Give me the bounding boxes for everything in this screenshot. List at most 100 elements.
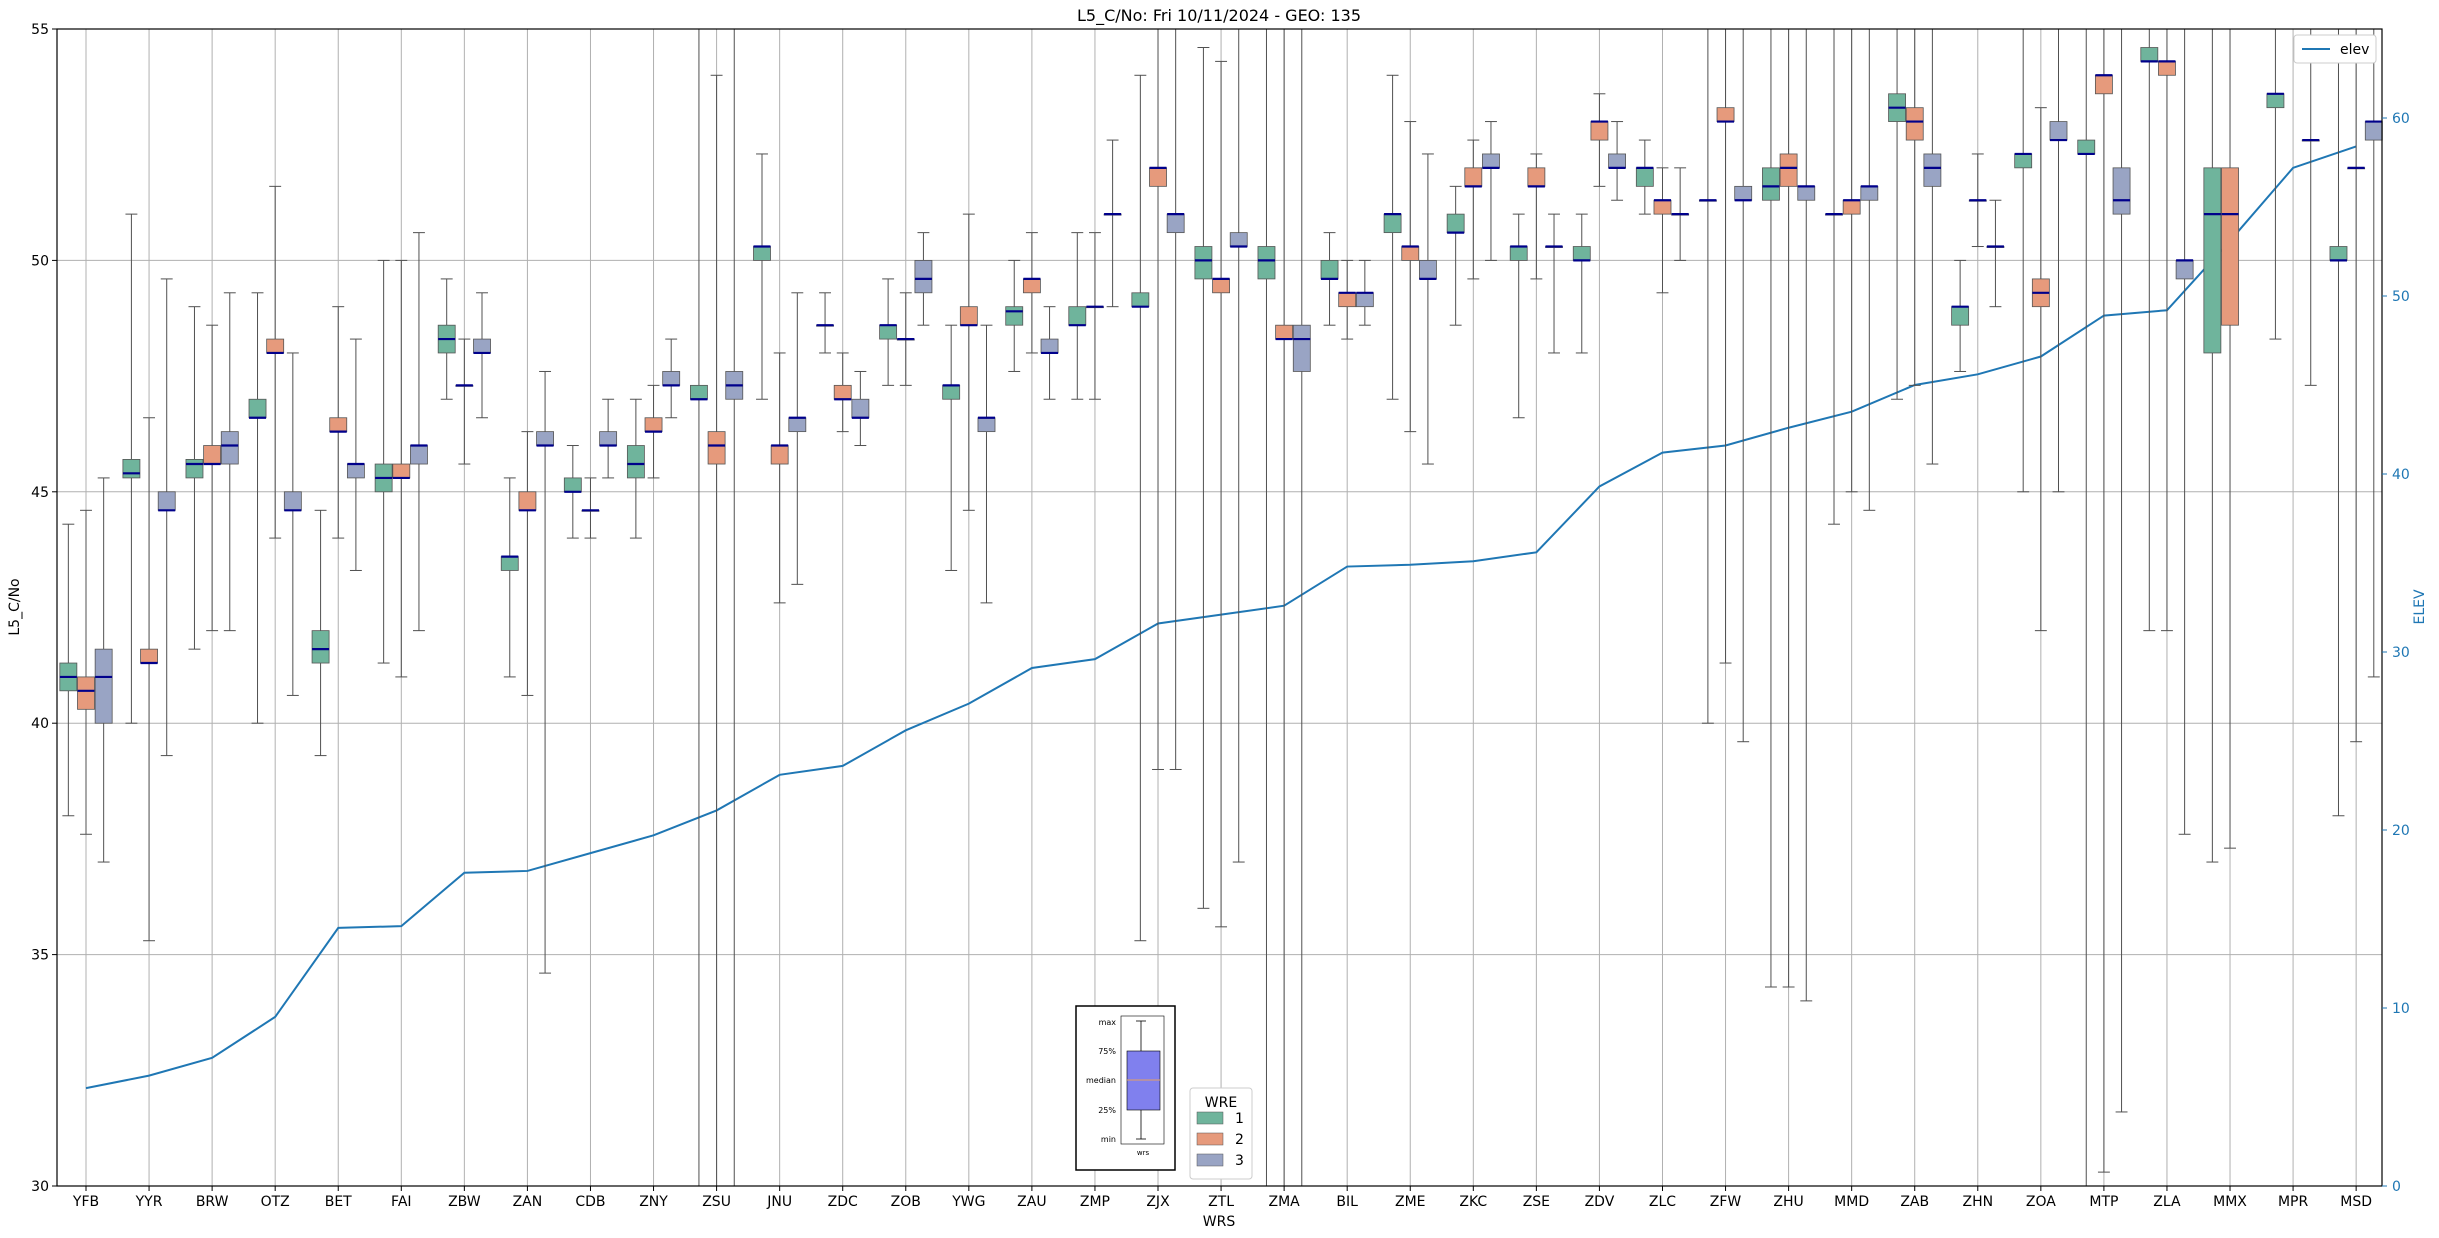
elev-legend-box — [2293, 34, 2377, 64]
box-iqr — [942, 384, 961, 400]
key-label-q1: 25% — [1098, 1106, 1116, 1115]
box-iqr — [1275, 324, 1294, 340]
x-tick-label: ZDV — [1585, 1194, 1615, 1210]
y-tick-label: 55 — [31, 22, 49, 38]
box-zma-wre2 — [1275, 28, 1294, 1187]
box-zmp-wre1 — [1068, 232, 1087, 400]
box-iqr — [536, 431, 554, 446]
box-iqr — [851, 398, 870, 419]
key-label-q3: 75% — [1098, 1047, 1116, 1056]
box-iqr — [1653, 199, 1672, 215]
box-zla-wre3 — [2175, 28, 2194, 835]
y-tick-label: 30 — [31, 1179, 49, 1195]
box-iqr — [977, 417, 996, 433]
wre-legend: WRE 1 2 3 — [1189, 1087, 1253, 1180]
box-zny-wre3 — [662, 338, 681, 419]
box-iqr — [1923, 153, 1942, 187]
box-iqr — [185, 459, 204, 479]
box-yfb-wre1 — [59, 523, 78, 817]
x-tick-label: ZHN — [1962, 1194, 1993, 1210]
box-zoa-wre2 — [2031, 107, 2050, 632]
box-zkc-wre3 — [1482, 121, 1500, 261]
box-iqr — [2077, 139, 2096, 155]
x-tick-label: BET — [325, 1194, 352, 1210]
box-zdv-wre2 — [1590, 93, 1609, 187]
box-ztl-wre2 — [1212, 60, 1230, 928]
box-iqr — [203, 445, 222, 465]
box-iqr — [2203, 167, 2222, 354]
x-tick-label: MTP — [2089, 1194, 2118, 1210]
box-iqr — [599, 431, 618, 446]
box-cdb-wre2 — [581, 477, 600, 539]
y2-axis-label: ELEV — [2412, 589, 2428, 624]
box-msd-wre2 — [2347, 28, 2366, 743]
box-ztl-wre1 — [1194, 47, 1213, 909]
box-iqr — [2112, 167, 2131, 215]
box-iqr — [1383, 213, 1402, 234]
box-iqr — [1229, 232, 1248, 247]
box-iqr — [1257, 246, 1276, 280]
box-mtp-wre3 — [2112, 28, 2131, 1113]
box-zse-wre1 — [1509, 213, 1528, 419]
box-zbw-wre3 — [473, 292, 491, 419]
box-zdc-wre3 — [851, 370, 870, 447]
box-zhu-wre2 — [1779, 28, 1798, 988]
x-tick-label: MMX — [2213, 1194, 2247, 1210]
box-zhn-wre3 — [1986, 199, 2005, 308]
box-iqr — [914, 259, 933, 294]
box-iqr — [248, 398, 267, 419]
box-brw-wre2 — [203, 324, 222, 632]
x-tick-label: ZHU — [1773, 1194, 1803, 1210]
x-tick-label: YFB — [72, 1194, 99, 1210]
box-zan-wre1 — [500, 477, 519, 678]
box-zbw-wre2 — [455, 338, 474, 465]
box-bet-wre3 — [346, 338, 365, 571]
box-iqr — [1166, 213, 1185, 234]
box-iqr — [833, 384, 852, 400]
box-brw-wre1 — [185, 306, 204, 650]
box-iqr — [2014, 153, 2033, 169]
x-tick-label: BRW — [196, 1194, 229, 1210]
x-tick-label: ZLA — [2153, 1194, 2181, 1210]
box-iqr — [1194, 246, 1213, 280]
x-tick-label: MSD — [2340, 1194, 2372, 1210]
x-tick-label: ZAU — [1017, 1194, 1046, 1210]
x-tick-label: YYR — [135, 1194, 163, 1210]
box-zlc-wre3 — [1671, 167, 1690, 261]
box-otz-wre3 — [283, 352, 302, 696]
box-fai-wre2 — [392, 259, 411, 678]
y-axis-label: L5_C/No — [7, 578, 23, 635]
box-mmd-wre3 — [1860, 28, 1879, 511]
box-mmd-wre2 — [1842, 28, 1861, 493]
wre-legend-swatch-3 — [1196, 1153, 1224, 1167]
key-xlabel: wrs — [1137, 1149, 1150, 1157]
gridlines — [57, 28, 2382, 1187]
box-mtp-wre1 — [2077, 28, 2096, 1187]
box-fai-wre1 — [374, 259, 393, 664]
box-ywg-wre1 — [942, 324, 961, 571]
y-tick-label: 50 — [31, 253, 49, 269]
box-bil-wre3 — [1355, 259, 1374, 326]
box-fai-wre3 — [410, 232, 428, 632]
box-bil-wre1 — [1320, 232, 1339, 326]
box-zlc-wre2 — [1653, 167, 1672, 294]
box-zmp-wre3 — [1103, 139, 1122, 308]
box-iqr — [346, 463, 365, 479]
wre-legend-items: 1 2 3 — [1196, 1111, 1244, 1169]
box-iqr — [1320, 259, 1339, 280]
box-zla-wre1 — [2140, 28, 2159, 632]
x-tick-label: ZSE — [1523, 1194, 1550, 1210]
wre-legend-swatch-2 — [1196, 1132, 1224, 1146]
x-tick-label: ZOA — [2026, 1194, 2056, 1210]
box-iqr — [122, 459, 141, 479]
box-iqr — [563, 477, 582, 493]
box-iqr — [2158, 60, 2176, 76]
box-yfb-wre3 — [94, 477, 113, 863]
key-label-max: max — [1099, 1018, 1117, 1027]
box-iqr — [1797, 185, 1816, 201]
box-iqr — [2266, 93, 2285, 109]
y-tick-label: 40 — [31, 716, 49, 732]
box-zhu-wre1 — [1762, 28, 1780, 988]
x-tick-label: ZBW — [448, 1194, 481, 1210]
x-tick-label: ZOB — [891, 1194, 921, 1210]
